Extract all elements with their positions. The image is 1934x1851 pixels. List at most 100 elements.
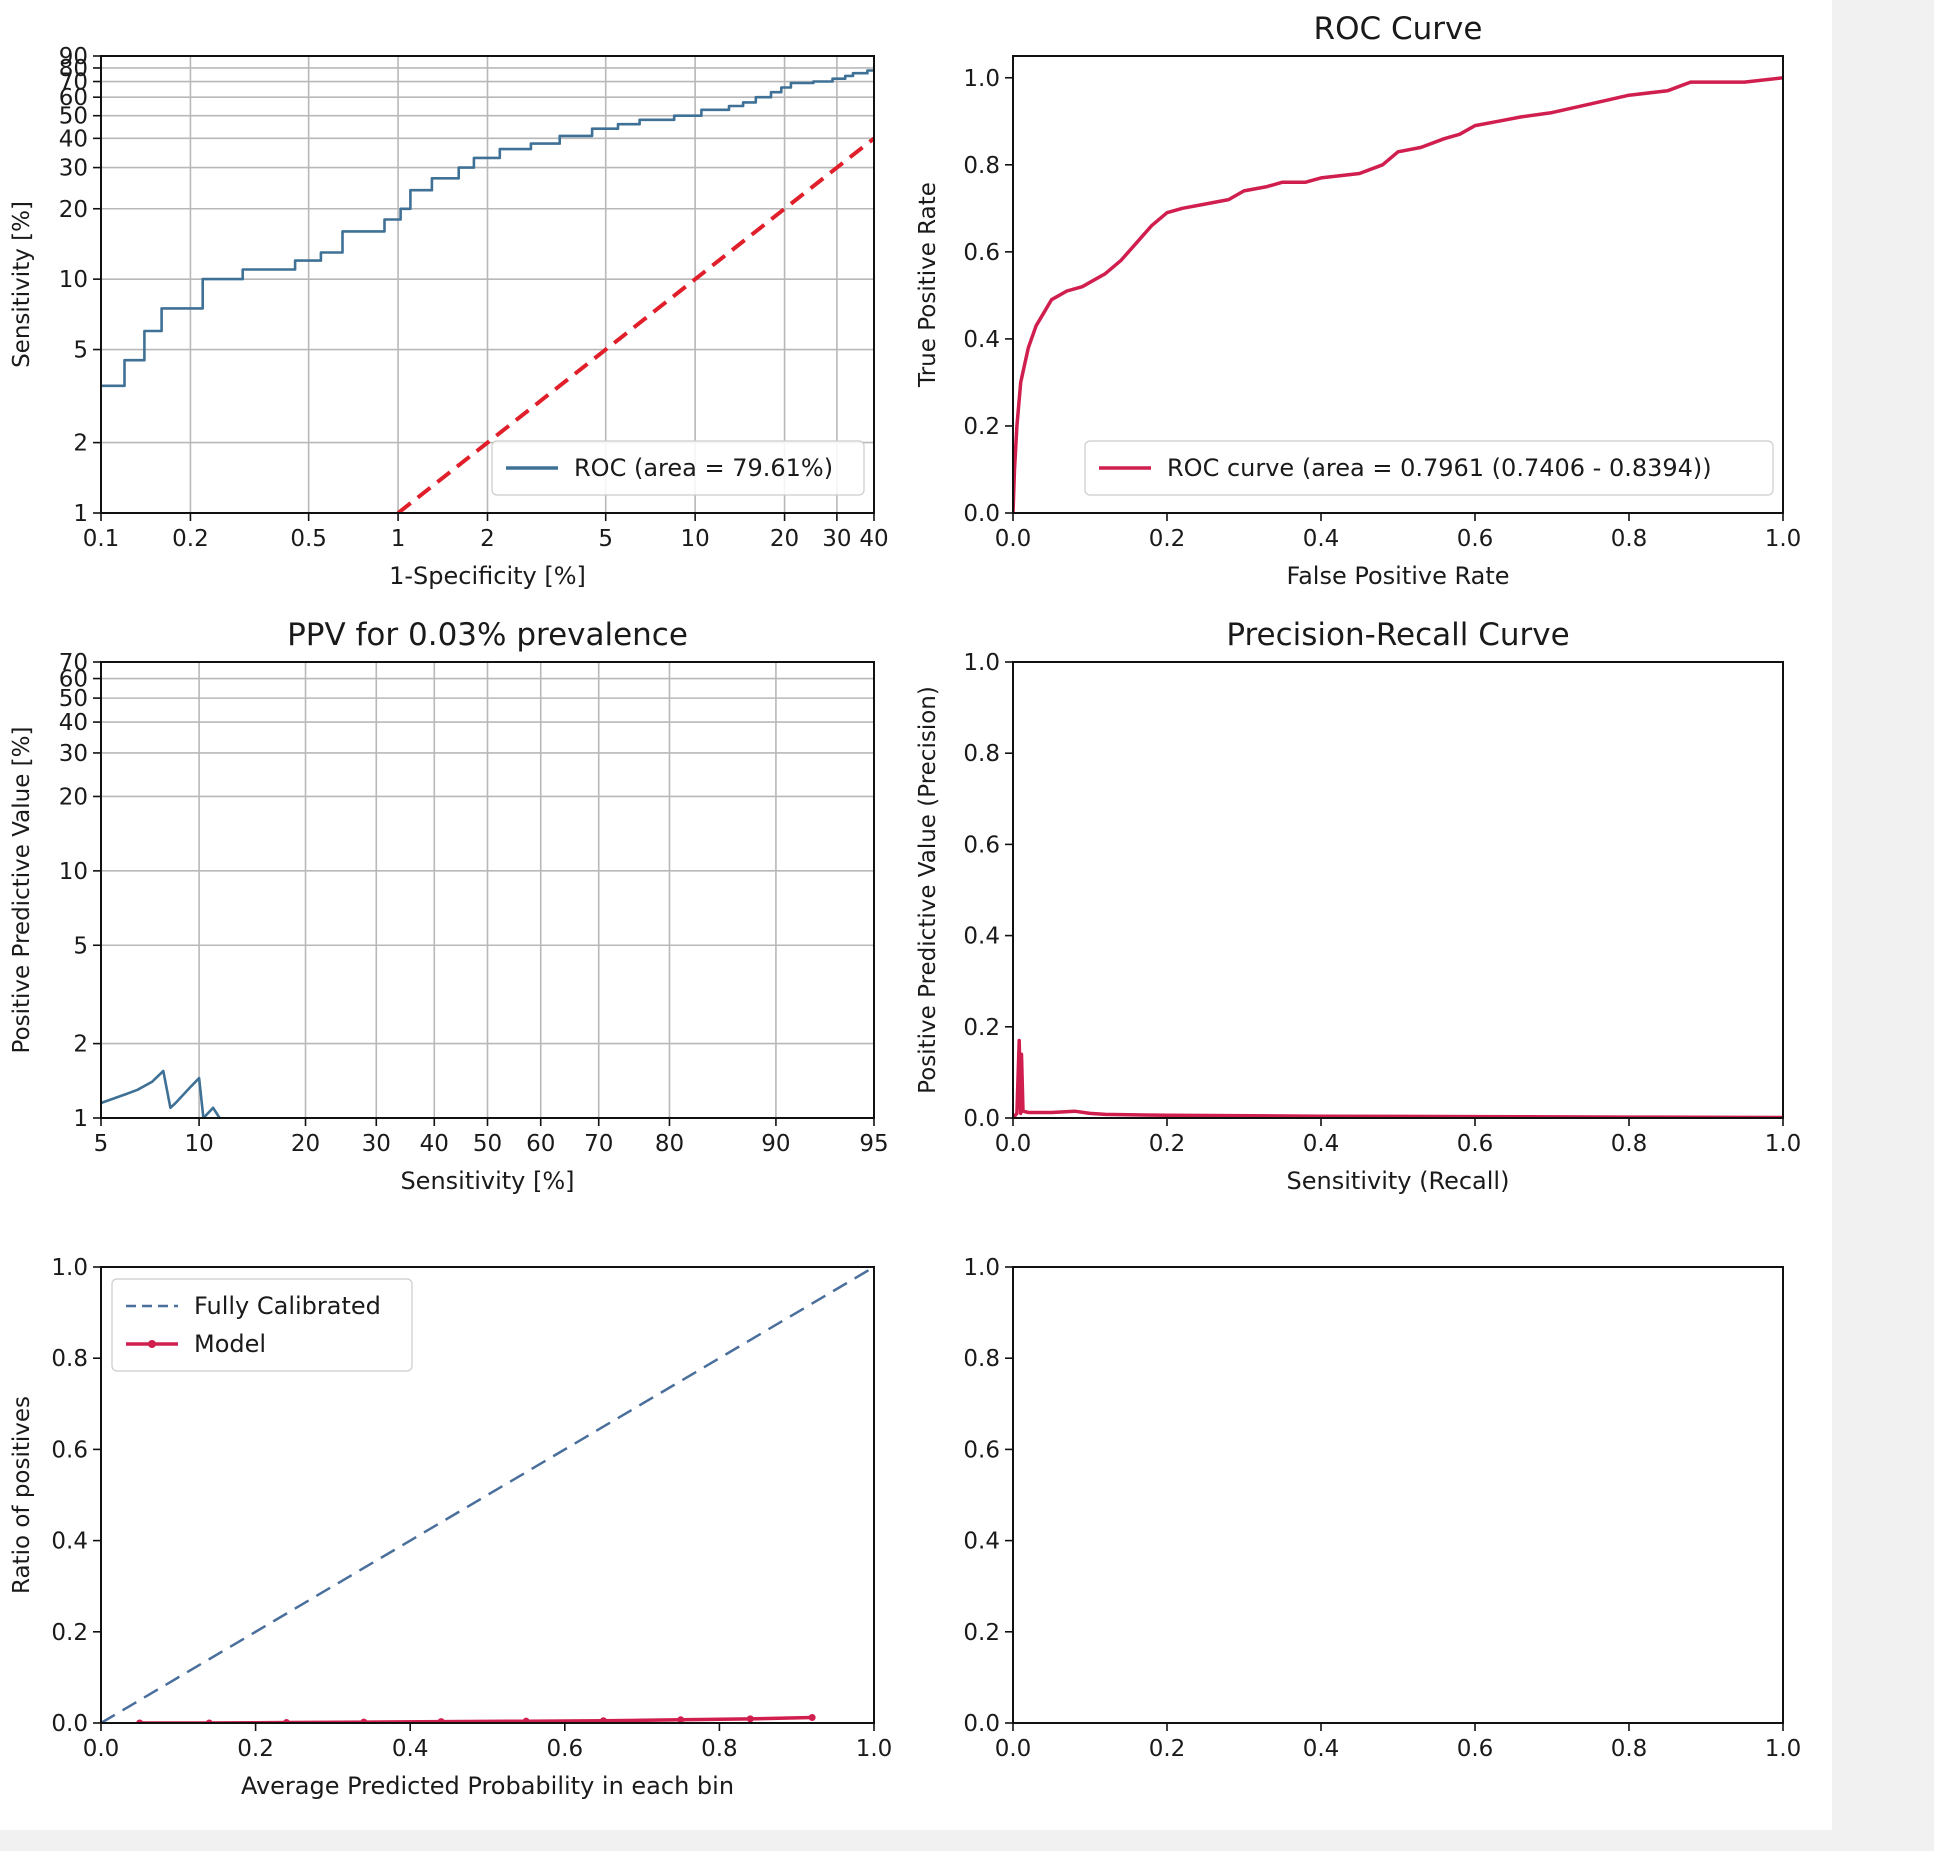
series-line-sens-vs-fpr-log-0 bbox=[101, 69, 874, 388]
y-tick-label: 0.6 bbox=[963, 1437, 1000, 1463]
x-axis-label: 1-Specificity [%] bbox=[389, 562, 586, 590]
y-tick-label: 0.6 bbox=[963, 240, 1000, 266]
y-tick-label: 0.8 bbox=[963, 741, 1000, 767]
x-tick-label: 0.0 bbox=[995, 1736, 1032, 1762]
y-tick-label: 20 bbox=[59, 784, 88, 810]
y-tick-label: 0.0 bbox=[963, 501, 1000, 527]
x-tick-label: 30 bbox=[362, 1131, 391, 1157]
x-tick-label: 90 bbox=[761, 1131, 790, 1157]
x-tick-label: 0.8 bbox=[1611, 1131, 1648, 1157]
series-line-roc-curve-0 bbox=[1013, 76, 1783, 513]
x-tick-label: 20 bbox=[291, 1131, 320, 1157]
legend-box bbox=[1084, 440, 1774, 496]
y-tick-label: 1 bbox=[73, 501, 88, 527]
data-point bbox=[599, 1717, 607, 1723]
y-tick-label: 70 bbox=[59, 650, 88, 676]
y-tick-label: 0.8 bbox=[963, 1346, 1000, 1372]
y-tick-label: 1.0 bbox=[51, 1255, 88, 1281]
x-tick-label: 1.0 bbox=[1765, 1736, 1802, 1762]
x-tick-label: 10 bbox=[681, 526, 710, 552]
legend-label: Fully Calibrated bbox=[194, 1292, 381, 1320]
y-tick-label: 0.6 bbox=[51, 1437, 88, 1463]
x-axis-label: Sensitivity (Recall) bbox=[1287, 1167, 1510, 1195]
legend-marker bbox=[148, 1340, 156, 1348]
x-tick-label: 5 bbox=[598, 526, 613, 552]
x-tick-label: 0.2 bbox=[1149, 1131, 1186, 1157]
series-group bbox=[101, 69, 874, 513]
y-axis-label: Sensitivity [%] bbox=[9, 201, 35, 368]
legend-label: Model bbox=[194, 1330, 266, 1358]
x-tick-label: 0.4 bbox=[392, 1736, 429, 1762]
x-tick-label: 1 bbox=[391, 526, 406, 552]
x-axis-label: False Positive Rate bbox=[1286, 562, 1509, 590]
x-axis-label: Average Predicted Probability in each bi… bbox=[241, 1772, 734, 1800]
chart-panel-sens-vs-fpr-log: 0.1 0.2 0.5 1 2 5 10 20 30 4012510203040506070809… bbox=[9, 44, 889, 590]
y-tick-label: 60 bbox=[59, 667, 88, 693]
side-strip bbox=[1832, 0, 1934, 1851]
data-point bbox=[437, 1718, 445, 1723]
y-tick-label: 90 bbox=[59, 44, 88, 70]
y-axis-label: Ratio of positives bbox=[9, 1396, 35, 1594]
y-tick-label: 0.0 bbox=[963, 1711, 1000, 1737]
series-line-sens-vs-fpr-log-1 bbox=[396, 136, 874, 513]
y-tick-label: 0.8 bbox=[963, 153, 1000, 179]
chart-panel-ppv-prevalence: 5 10 20 30 40 50 60 70 80 90 9512510203040506070PP… bbox=[9, 617, 889, 1195]
chart-panel-roc-curve: 0.0 0.2 0.4 0.6 0.8 1.0 0.0 0.2 0.4 0.6 0.8 1.0 ROC … bbox=[915, 11, 1801, 590]
y-tick-label: 60 bbox=[59, 85, 88, 111]
plot-frame bbox=[1012, 55, 1784, 514]
y-tick-label: 2 bbox=[73, 1032, 88, 1058]
y-tick-label: 80 bbox=[59, 56, 88, 82]
y-axis-label: Positive Predictive Value [%] bbox=[9, 727, 35, 1054]
x-tick-label: 70 bbox=[584, 1131, 613, 1157]
x-tick-label: 50 bbox=[473, 1131, 502, 1157]
y-tick-label: 5 bbox=[73, 338, 88, 364]
x-tick-label: 0.2 bbox=[172, 526, 209, 552]
y-tick-label: 0.0 bbox=[963, 1106, 1000, 1132]
y-tick-label: 20 bbox=[59, 197, 88, 223]
x-tick-label: 0.8 bbox=[701, 1736, 738, 1762]
y-tick-label: 0.6 bbox=[963, 832, 1000, 858]
y-tick-label: 0.2 bbox=[963, 1620, 1000, 1646]
x-tick-label: 20 bbox=[770, 526, 799, 552]
x-tick-label: 0.2 bbox=[1149, 526, 1186, 552]
y-tick-label: 0.2 bbox=[963, 414, 1000, 440]
y-tick-label: 40 bbox=[59, 710, 88, 736]
x-tick-label: 40 bbox=[420, 1131, 449, 1157]
y-tick-label: 10 bbox=[59, 267, 88, 293]
legend-label: ROC (area = 79.61%) bbox=[574, 454, 833, 482]
y-tick-label: 0.4 bbox=[963, 327, 1000, 353]
chart-panel-calibration: 0.0 0.2 0.4 0.6 0.8 1.0 0.0 0.2 0.4 0.6 0.8 1.0 Aver… bbox=[9, 1255, 892, 1800]
y-tick-label: 0.4 bbox=[51, 1529, 88, 1555]
y-tick-label: 0.2 bbox=[51, 1620, 88, 1646]
x-tick-label: 0.6 bbox=[1457, 1131, 1494, 1157]
y-axis-label: Positive Predictive Value (Precision) bbox=[915, 686, 941, 1094]
x-tick-label: 0.5 bbox=[290, 526, 327, 552]
x-axis-label: Sensitivity [%] bbox=[400, 1167, 574, 1195]
x-tick-label: 0.6 bbox=[1457, 1736, 1494, 1762]
x-tick-label: 0.6 bbox=[1457, 526, 1494, 552]
y-tick-label: 50 bbox=[59, 686, 88, 712]
plot-frame bbox=[1012, 1266, 1784, 1724]
data-point bbox=[746, 1715, 754, 1723]
y-tick-label: 0.4 bbox=[963, 1529, 1000, 1555]
y-tick-label: 40 bbox=[59, 126, 88, 152]
data-point bbox=[677, 1716, 685, 1723]
x-tick-label: 0.6 bbox=[547, 1736, 584, 1762]
x-tick-label: 0.8 bbox=[1611, 526, 1648, 552]
plot-frame bbox=[1012, 661, 1784, 1119]
x-tick-label: 0.8 bbox=[1611, 1736, 1648, 1762]
chart-title: ROC Curve bbox=[1314, 11, 1483, 47]
x-tick-label: 0.0 bbox=[995, 1131, 1032, 1157]
y-tick-label: 0.2 bbox=[963, 1015, 1000, 1041]
x-tick-label: 0.4 bbox=[1303, 1736, 1340, 1762]
data-point bbox=[360, 1718, 368, 1723]
series-group bbox=[1013, 76, 1783, 513]
y-tick-label: 1.0 bbox=[963, 1255, 1000, 1281]
x-tick-label: 0.2 bbox=[237, 1736, 274, 1762]
x-tick-label: 0.0 bbox=[995, 526, 1032, 552]
series-group bbox=[1013, 1038, 1783, 1118]
x-tick-label: 60 bbox=[526, 1131, 555, 1157]
y-tick-label: 50 bbox=[59, 104, 88, 130]
chart-panel-empty-panel: 0.0 0.2 0.4 0.6 0.8 1.0 0.0 0.2 0.4 0.6 0.8 1.0 bbox=[963, 1255, 1801, 1762]
